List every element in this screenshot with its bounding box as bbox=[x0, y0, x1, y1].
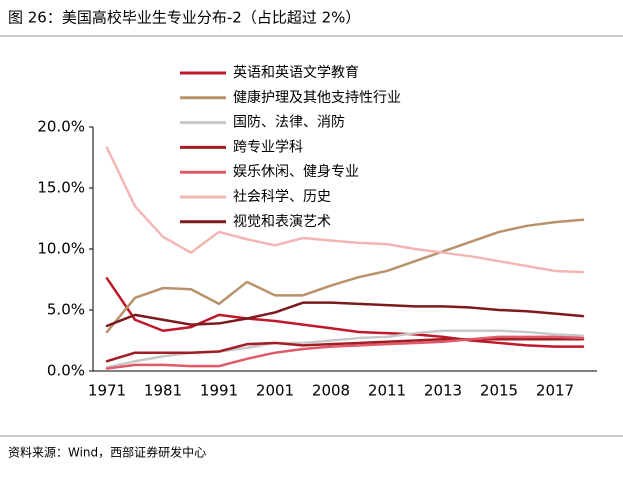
x-tick-label: 2001 bbox=[256, 382, 294, 400]
x-tick-label: 2008 bbox=[312, 382, 350, 400]
series-line bbox=[105, 301, 585, 328]
y-tick-label: 20.0% bbox=[37, 118, 85, 136]
y-tick-label: 15.0% bbox=[37, 179, 85, 197]
series-line bbox=[105, 218, 585, 334]
x-tick-label: 1991 bbox=[200, 382, 238, 400]
series-line bbox=[105, 277, 585, 348]
y-tick-label: 0.0% bbox=[47, 362, 85, 380]
x-tick-label: 2013 bbox=[424, 382, 462, 400]
x-tick-label: 1971 bbox=[88, 382, 126, 400]
legend-label: 健康护理及其他支持性行业 bbox=[233, 89, 401, 106]
x-tick-label: 2015 bbox=[480, 382, 518, 400]
x-tick-label: 2017 bbox=[536, 382, 574, 400]
y-tick-label: 10.0% bbox=[37, 240, 85, 258]
y-tick-label: 5.0% bbox=[47, 301, 85, 319]
legend-label: 视觉和表演艺术 bbox=[233, 214, 331, 230]
legend-label: 英语和英语文学教育 bbox=[233, 64, 359, 81]
series-line bbox=[105, 335, 585, 370]
x-tick-label: 1981 bbox=[144, 382, 182, 400]
source: 资料来源：Wind，西部证券研发中心 bbox=[8, 445, 206, 460]
legend-label: 国防、法律、消防 bbox=[233, 115, 345, 131]
series-line bbox=[105, 146, 585, 274]
legend-label: 跨专业学科 bbox=[233, 139, 303, 155]
legend-label: 娱乐休闲、健身专业 bbox=[233, 164, 359, 180]
series-line bbox=[105, 338, 585, 363]
chart-title: 图 26：美国高校毕业生专业分布-2（占比超过 2%） bbox=[8, 9, 360, 27]
legend-label: 社会科学、历史 bbox=[233, 189, 331, 205]
x-tick-label: 2011 bbox=[368, 382, 406, 400]
